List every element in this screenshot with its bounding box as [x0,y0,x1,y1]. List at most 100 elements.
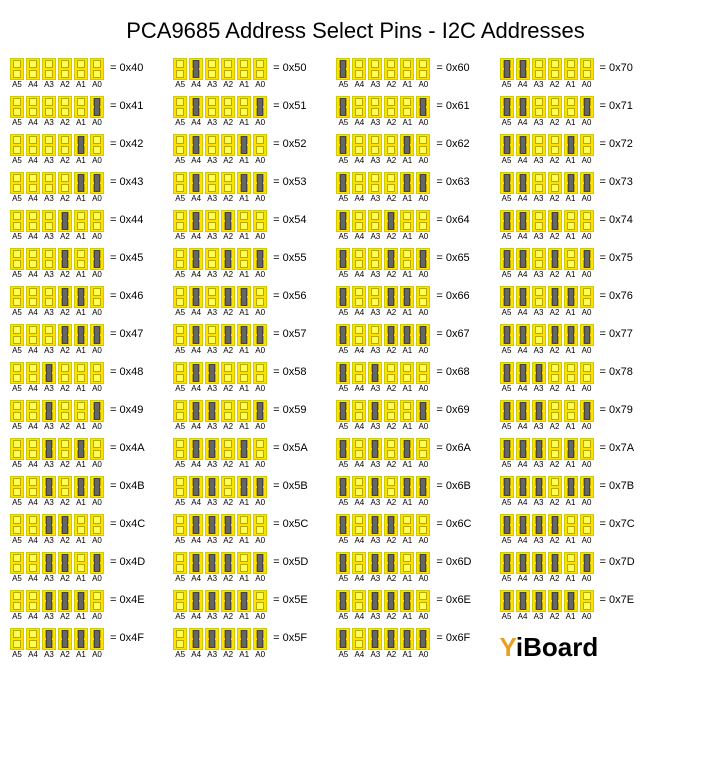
pad-contact [519,136,527,144]
jumper-pad-set [384,324,398,346]
pads-row [500,58,594,80]
address-label: = 0x72 [600,138,633,150]
jumper-pad-open [90,134,104,156]
address-label: = 0x52 [273,138,306,150]
pad-contact [567,412,575,420]
pin-label: A4 [189,498,203,508]
pin-labels-row: A5A4A3A2A1A0 [336,118,430,128]
jumper-pad-open [548,476,562,498]
pin-label: A5 [336,232,350,242]
jumper-pad-set [74,438,88,460]
pin-label: A2 [548,574,562,584]
pad-contact [387,526,395,534]
pin-label: A4 [26,612,40,622]
pad-contact [355,336,363,344]
jumper-pad-open [74,58,88,80]
pad-contact [403,184,411,192]
pad-contact [192,260,200,268]
jumper-pad-set [58,324,72,346]
pad-contact [208,222,216,230]
pin-label: A4 [26,80,40,90]
pin-label: A0 [580,308,594,318]
jumper-pad-set [400,134,414,156]
pad-contact [535,374,543,382]
pad-contact [503,402,511,410]
pin-label: A5 [336,270,350,280]
jumper-pad-set [253,324,267,346]
pin-label: A0 [416,308,430,318]
pad-contact [419,108,427,116]
pads-block: A5A4A3A2A1A0 [336,96,430,128]
pad-contact [176,136,184,144]
pads-row [500,286,594,308]
pad-contact [13,402,21,410]
pad-contact [583,402,591,410]
pin-label: A5 [500,232,514,242]
pad-contact [355,70,363,78]
pin-label: A1 [400,194,414,204]
pad-contact [419,298,427,306]
address-entry: A5A4A3A2A1A0= 0x7B [500,476,635,508]
jumper-pad-open [42,96,56,118]
pad-contact [240,440,248,448]
pad-contact [176,640,184,648]
pads-row [173,362,267,384]
pads-row [336,628,430,650]
pad-contact [403,212,411,220]
address-entry: A5A4A3A2A1A0= 0x59 [173,400,308,432]
pin-label: A0 [580,460,594,470]
pad-contact [13,364,21,372]
pin-label: A0 [253,308,267,318]
pad-contact [535,70,543,78]
pads-row [336,476,430,498]
pad-contact [29,108,37,116]
jumper-pad-open [253,58,267,80]
pad-contact [224,602,232,610]
pin-label: A5 [10,308,24,318]
pin-label: A1 [74,346,88,356]
jumper-pad-open [26,552,40,574]
pin-label: A0 [253,270,267,280]
pin-label: A0 [416,612,430,622]
pad-contact [61,488,69,496]
pin-label: A4 [516,422,530,432]
pin-label: A1 [564,384,578,394]
pad-contact [503,440,511,448]
pad-contact [535,136,543,144]
jumper-pad-open [58,96,72,118]
pad-contact [256,146,264,154]
pad-contact [240,402,248,410]
pad-contact [583,136,591,144]
pads-row [10,514,104,536]
jumper-pad-set [189,552,203,574]
pad-contact [339,212,347,220]
jumper-pad-open [10,324,24,346]
pin-label: A0 [416,650,430,660]
pad-contact [535,526,543,534]
pad-contact [176,336,184,344]
pad-contact [535,108,543,116]
jumper-pad-set [516,210,530,232]
pads-block: A5A4A3A2A1A0 [500,590,594,622]
pad-contact [419,526,427,534]
jumper-pad-open [368,96,382,118]
pin-label: A3 [205,498,219,508]
pad-contact [208,526,216,534]
pin-label: A5 [500,346,514,356]
pads-row [500,96,594,118]
pad-contact [224,554,232,562]
pad-contact [403,640,411,648]
pad-contact [519,440,527,448]
jumper-pad-set [548,590,562,612]
pin-label: A4 [516,232,530,242]
pad-contact [387,184,395,192]
pads-block: A5A4A3A2A1A0 [500,96,594,128]
pads-block: A5A4A3A2A1A0 [336,628,430,660]
pin-label: A3 [532,498,546,508]
jumper-pad-set [384,210,398,232]
pin-label: A5 [10,536,24,546]
pin-label: A1 [237,232,251,242]
pin-label: A0 [253,460,267,470]
pad-contact [77,184,85,192]
jumper-pad-open [416,362,430,384]
